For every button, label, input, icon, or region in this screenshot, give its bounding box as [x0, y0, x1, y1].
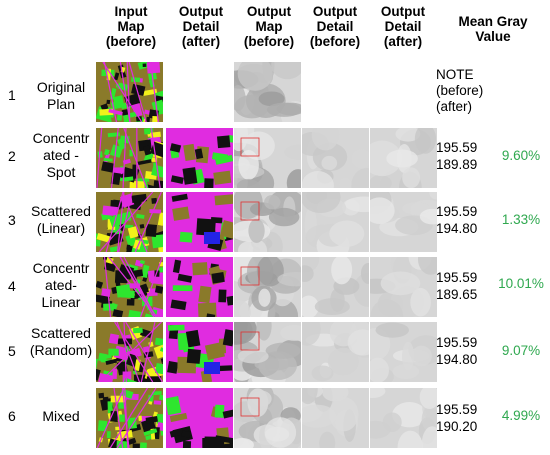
output-detail-before-image — [302, 322, 369, 382]
output-map-image — [234, 388, 301, 448]
header-output-detail-before: Output Detail (before) — [309, 4, 361, 49]
output-detail-after-gray-image — [370, 128, 437, 188]
mean-gray-after: 194.80 — [436, 352, 478, 367]
row-label: Concentr ated - Spot — [32, 130, 90, 180]
row-label: Scattered (Linear) — [31, 203, 91, 236]
input-map-image — [96, 322, 163, 382]
output-detail-after-gray-image — [370, 388, 437, 448]
header-output-map: Output Map (before) — [243, 4, 295, 49]
output-map-image — [234, 128, 301, 188]
row-number: 5 — [8, 343, 16, 359]
note-title: NOTE — [436, 67, 474, 82]
output-detail-after-image — [166, 388, 233, 448]
percent-change: 4.99% — [501, 408, 541, 423]
output-detail-before-image — [302, 192, 369, 252]
output-detail-after-gray-image — [370, 192, 437, 252]
mean-gray-after: 194.80 — [436, 221, 478, 236]
note-after: (after) — [436, 99, 473, 114]
row-label: Scattered (Random) — [29, 325, 93, 358]
input-map-image — [96, 128, 163, 188]
output-detail-after-image — [166, 257, 233, 317]
output-map-image — [234, 322, 301, 382]
percent-change: 9.60% — [501, 148, 541, 163]
mean-gray-before: 195.59 — [436, 335, 478, 350]
header-output-detail-after: Output Detail (after) — [178, 4, 224, 49]
mean-gray-before: 195.59 — [436, 140, 478, 155]
row-label: Mixed — [42, 408, 80, 424]
output-detail-after-gray-image — [370, 322, 437, 382]
mean-gray-after: 189.89 — [436, 157, 478, 172]
output-detail-after-gray-image — [370, 257, 437, 317]
row-label: Original Plan — [36, 79, 86, 112]
input-map-image — [96, 192, 163, 252]
mean-gray-before: 195.59 — [436, 402, 478, 417]
row-number: 4 — [8, 278, 16, 294]
mean-gray-before: 195.59 — [436, 270, 478, 285]
output-map-image — [234, 257, 301, 317]
row-number: 3 — [8, 212, 16, 228]
output-detail-after-image — [166, 322, 233, 382]
input-map-image — [96, 388, 163, 448]
output-detail-before-image — [302, 388, 369, 448]
row-number: 1 — [8, 87, 16, 103]
mean-gray-before: 195.59 — [436, 204, 478, 219]
percent-change: 10.01% — [498, 276, 544, 291]
note-legend: NOTE (before) (after) — [436, 67, 483, 115]
output-map-image — [234, 62, 301, 122]
note-before: (before) — [436, 83, 484, 98]
output-detail-before-image — [302, 128, 369, 188]
row-number: 2 — [8, 148, 16, 164]
output-detail-before-image — [302, 257, 369, 317]
output-map-image — [234, 192, 301, 252]
row-label: Concentr ated- Linear — [32, 260, 90, 310]
mean-gray-after: 190.20 — [436, 419, 478, 434]
input-map-image — [96, 257, 163, 317]
header-output-detail-after-2: Output Detail (after) — [380, 4, 426, 49]
percent-change: 9.07% — [501, 343, 541, 358]
header-input-map: Input Map (before) — [105, 4, 157, 49]
output-detail-after-image — [166, 192, 233, 252]
output-detail-after-image — [166, 128, 233, 188]
header-mean-gray-value: Mean Gray Value — [458, 14, 528, 44]
percent-change: 1.33% — [501, 212, 541, 227]
row-number: 6 — [8, 408, 16, 424]
mean-gray-after: 189.65 — [436, 287, 478, 302]
input-map-image — [96, 62, 163, 122]
